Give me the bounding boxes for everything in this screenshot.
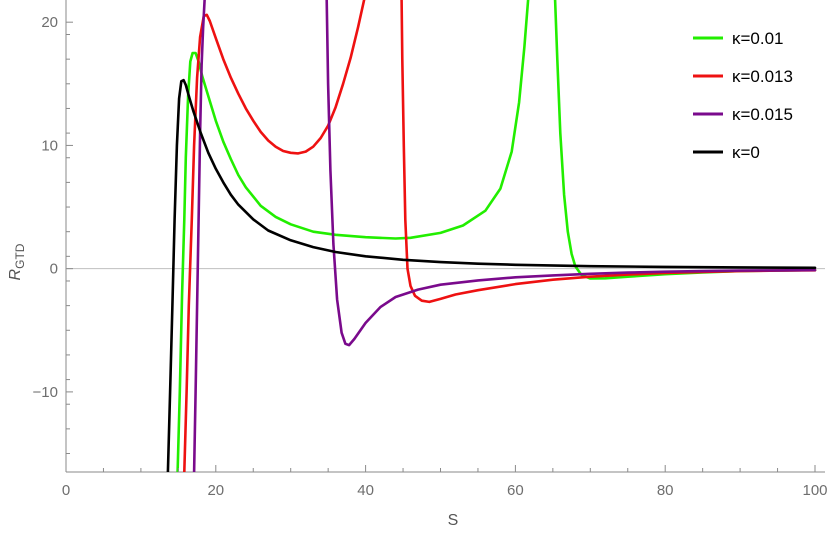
y-axis-title-sub: GTD: [13, 243, 27, 269]
y-tick-label: 10: [41, 137, 58, 154]
legend-label: κ=0.013: [732, 67, 793, 86]
legend-label: κ=0.01: [732, 29, 784, 48]
x-tick-label: 80: [657, 482, 674, 499]
legend-label: κ=0.015: [732, 105, 793, 124]
x-tick-label: 100: [802, 482, 827, 499]
x-tick-label: 40: [357, 482, 374, 499]
y-axis-title-main: R: [7, 268, 24, 280]
series-line: [192, 0, 206, 472]
y-axis-title: RGTD: [7, 243, 27, 280]
x-tick-label: 20: [207, 482, 224, 499]
y-tick-label: 20: [41, 14, 58, 31]
x-tick-label: 0: [62, 482, 70, 499]
x-axis-title: S: [448, 512, 459, 529]
legend-label: κ=0: [732, 143, 760, 162]
y-tick-label: 0: [50, 261, 58, 278]
series-lines: [166, 0, 817, 472]
plot-frame: [65, 0, 825, 473]
x-tick-label: 60: [507, 482, 524, 499]
series-line: [176, 0, 530, 472]
y-tick-label: −10: [33, 384, 58, 401]
axis-ticks: 0 20 40 60 80 100 −10 0 10 20: [33, 14, 828, 499]
legend: κ=0.01 κ=0.013 κ=0.015 κ=0: [693, 29, 793, 162]
series-line: [166, 78, 817, 472]
series-line: [325, 0, 817, 347]
